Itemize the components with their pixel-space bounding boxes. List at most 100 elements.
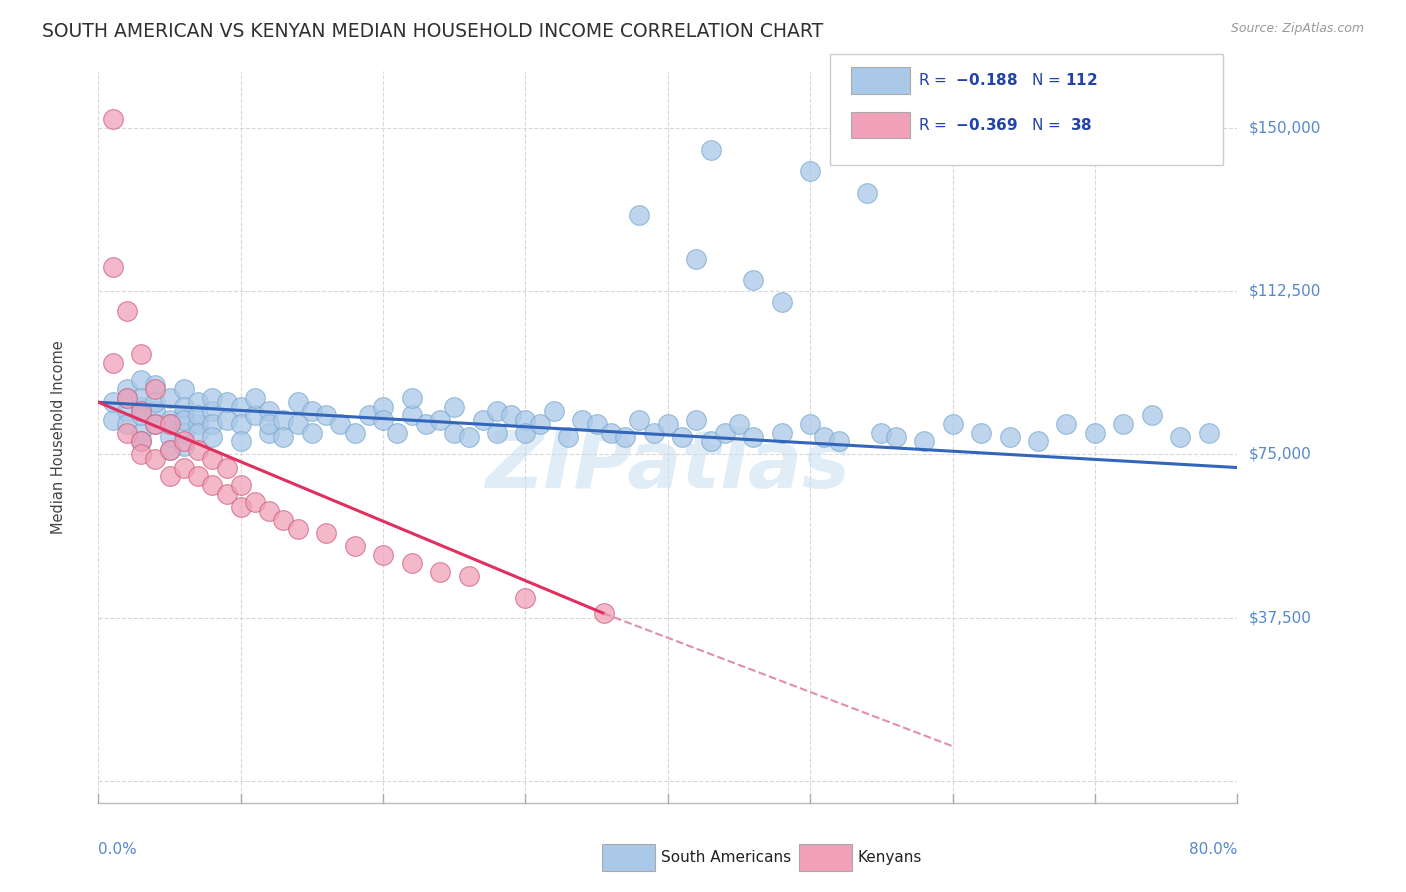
Point (657, 417, 679, 431)
Point (159, 443, 181, 458)
Point (229, 434, 252, 449)
Point (515, 425, 537, 440)
Point (1170, 430, 1192, 444)
Point (115, 404, 138, 418)
Point (643, 425, 665, 440)
Point (828, 434, 851, 449)
Point (457, 569, 479, 583)
Point (187, 409, 209, 423)
Point (145, 451, 167, 466)
Point (585, 417, 607, 431)
Point (159, 391, 181, 405)
Point (187, 443, 209, 458)
Point (486, 425, 509, 440)
Point (273, 430, 295, 444)
Point (129, 374, 152, 388)
Text: $75,000: $75,000 (1249, 447, 1312, 462)
Point (401, 557, 423, 571)
Point (429, 565, 451, 579)
Text: SOUTH AMERICAN VS KENYAN MEDIAN HOUSEHOLD INCOME CORRELATION CHART: SOUTH AMERICAN VS KENYAN MEDIAN HOUSEHOL… (42, 22, 824, 41)
Point (628, 412, 651, 426)
Point (942, 417, 965, 431)
Point (856, 186, 879, 201)
Point (870, 425, 893, 440)
Point (329, 417, 352, 431)
Point (343, 539, 366, 553)
Point (373, 400, 395, 414)
Point (145, 377, 167, 392)
Point (571, 412, 593, 426)
Point (287, 417, 309, 431)
Point (443, 400, 465, 414)
Point (145, 417, 167, 431)
Point (101, 356, 124, 370)
Point (173, 409, 195, 423)
Point (173, 425, 195, 440)
Point (742, 273, 765, 287)
Point (115, 382, 138, 396)
Point (259, 425, 281, 440)
Point (145, 395, 167, 409)
Point (543, 404, 565, 418)
Point (1198, 425, 1220, 440)
Point (215, 412, 238, 426)
Point (145, 382, 167, 396)
Point (671, 430, 693, 444)
Text: R =  $\bf{-0.369}$   N =  $\bf{38}$: R = $\bf{-0.369}$ N = $\bf{38}$ (918, 117, 1092, 133)
Point (315, 525, 337, 540)
Point (770, 425, 793, 440)
Point (1056, 417, 1078, 431)
Point (273, 412, 295, 426)
Point (998, 430, 1021, 444)
Point (373, 412, 395, 426)
Point (229, 417, 252, 431)
Point (201, 391, 224, 405)
Point (287, 395, 309, 409)
Point (159, 443, 181, 458)
Point (243, 409, 266, 423)
Point (443, 425, 465, 440)
Point (529, 417, 551, 431)
Point (970, 425, 993, 440)
Point (600, 425, 623, 440)
Point (471, 412, 494, 426)
Point (1026, 434, 1049, 449)
Point (201, 430, 224, 444)
Point (259, 504, 281, 518)
Point (357, 409, 380, 423)
Point (813, 430, 835, 444)
Point (229, 400, 252, 414)
Point (614, 430, 637, 444)
Point (699, 143, 721, 157)
Text: 0.0%: 0.0% (98, 842, 138, 857)
Point (159, 417, 181, 431)
Point (215, 460, 238, 475)
Point (770, 295, 793, 310)
Text: 80.0%: 80.0% (1189, 842, 1237, 857)
Point (799, 417, 821, 431)
Point (173, 382, 195, 396)
Point (799, 164, 821, 178)
Point (215, 395, 238, 409)
Point (173, 400, 195, 414)
Point (415, 417, 437, 431)
Point (201, 478, 224, 492)
Text: ZIPatlas: ZIPatlas (485, 427, 851, 506)
Text: $112,500: $112,500 (1249, 284, 1320, 299)
Point (129, 448, 152, 462)
Point (501, 409, 523, 423)
Point (229, 500, 252, 514)
Point (486, 404, 509, 418)
Point (187, 469, 209, 483)
Point (159, 417, 181, 431)
Text: $150,000: $150,000 (1249, 120, 1320, 136)
Point (187, 395, 209, 409)
Point (129, 434, 152, 449)
Point (343, 425, 366, 440)
Point (101, 260, 124, 275)
Point (145, 417, 167, 431)
Point (301, 425, 323, 440)
Point (457, 430, 479, 444)
Point (387, 425, 409, 440)
Point (173, 434, 195, 449)
